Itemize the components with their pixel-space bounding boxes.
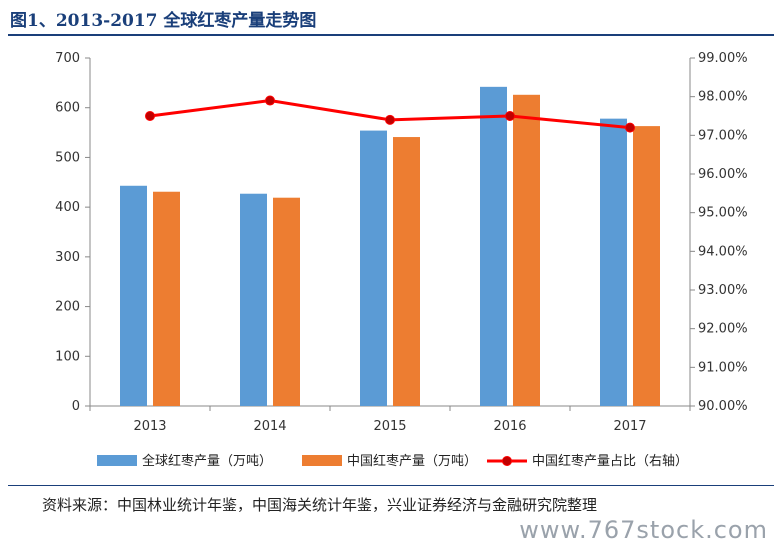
right-tick-label: 97.00% xyxy=(698,128,748,143)
left-tick-label: 200 xyxy=(55,300,80,315)
share-point-2014 xyxy=(265,95,275,106)
legend-global-swatch xyxy=(97,455,137,466)
legend-china-swatch xyxy=(302,455,342,466)
left-tick-label: 700 xyxy=(55,51,80,66)
bar-global-2014 xyxy=(240,193,267,406)
watermark: www.767stock.com xyxy=(519,516,768,544)
x-tick-label-2015: 2015 xyxy=(373,419,406,434)
legend-share-marker xyxy=(502,456,512,466)
right-tick-label: 92.00% xyxy=(698,322,748,337)
bar-china-2016 xyxy=(513,94,540,406)
bar-global-2015 xyxy=(360,130,387,406)
left-tick-label: 600 xyxy=(55,101,80,116)
right-tick-label: 98.00% xyxy=(698,90,748,105)
bar-global-2013 xyxy=(120,185,147,406)
x-tick-label-2013: 2013 xyxy=(133,419,166,434)
right-tick-label: 91.00% xyxy=(698,360,748,375)
source-divider xyxy=(8,485,774,486)
bar-china-2013 xyxy=(153,191,180,406)
right-tick-label: 94.00% xyxy=(698,244,748,259)
title-divider xyxy=(8,34,774,36)
bar-global-2017 xyxy=(600,118,627,406)
right-tick-label: 96.00% xyxy=(698,167,748,182)
share-point-2013 xyxy=(145,111,155,121)
share-point-2016 xyxy=(505,111,515,121)
right-tick-label: 90.00% xyxy=(698,399,748,414)
share-point-2017 xyxy=(625,122,635,133)
right-tick-label: 93.00% xyxy=(698,283,748,298)
source-note: 资料来源：中国林业统计年鉴，中国海关统计年鉴，兴业证券经济与金融研究院整理 xyxy=(42,496,598,514)
left-tick-label: 300 xyxy=(55,250,80,265)
legend-global-label: 全球红枣产量（万吨） xyxy=(142,453,272,469)
share-point-2015 xyxy=(385,114,395,125)
right-tick-label: 95.00% xyxy=(698,206,748,221)
legend-share-label: 中国红枣产量占比（右轴） xyxy=(532,453,688,469)
x-tick-label-2016: 2016 xyxy=(493,419,526,434)
chart-legend: 全球红枣产量（万吨） 中国红枣产量（万吨） 中国红枣产量占比（右轴） xyxy=(97,453,688,469)
left-tick-label: 100 xyxy=(55,349,80,364)
left-tick-label: 400 xyxy=(55,200,80,215)
x-tick-label-2017: 2017 xyxy=(613,419,646,434)
bar-global-2016 xyxy=(480,86,507,406)
bar-china-2014 xyxy=(273,197,300,406)
chart-ticks: 0 100 200 300 400 500 600 700 90.00% 91.00% 92.00%… xyxy=(55,51,747,434)
figure-title: 图1、2013-2017 全球红枣产量走势图 xyxy=(10,11,317,31)
left-tick-label: 0 xyxy=(72,399,80,414)
bar-china-2015 xyxy=(393,137,420,406)
chart-line xyxy=(145,95,635,133)
legend-china-label: 中国红枣产量（万吨） xyxy=(347,453,477,469)
left-tick-label: 500 xyxy=(55,150,80,165)
x-tick-label-2014: 2014 xyxy=(253,419,286,434)
bar-china-2017 xyxy=(633,126,660,406)
chart-bars xyxy=(120,86,660,406)
right-tick-label: 99.00% xyxy=(698,51,748,66)
chart-axes xyxy=(85,57,695,411)
